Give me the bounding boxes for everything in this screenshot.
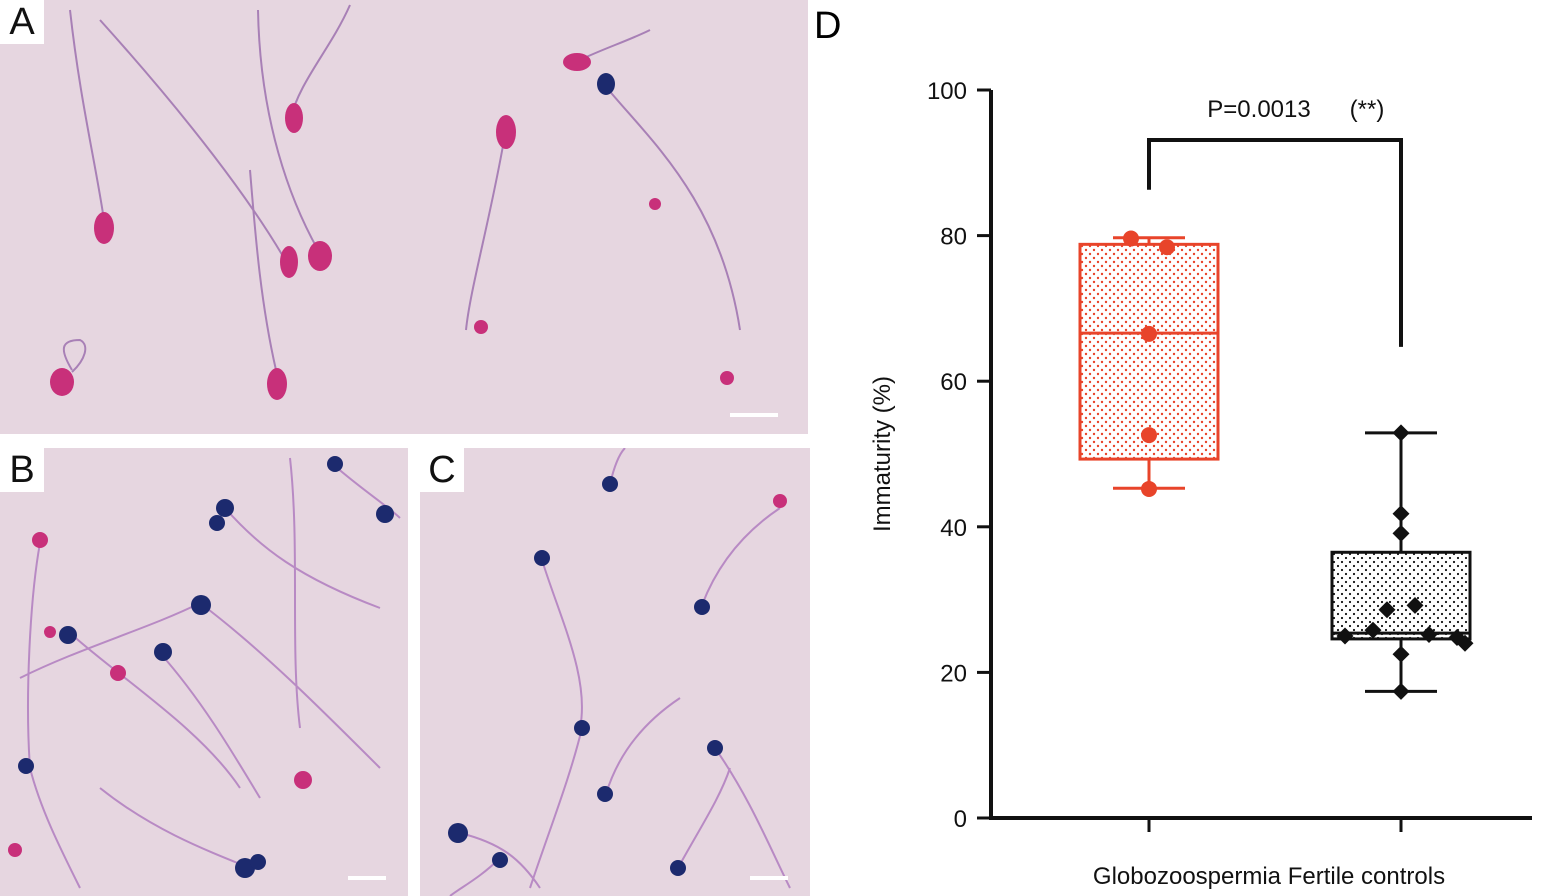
panel-letter-a: A: [0, 0, 44, 44]
sperm-head: [94, 212, 114, 244]
data-point: [1420, 626, 1438, 644]
chart-boxes: [1078, 236, 1472, 693]
micrograph-b-image: [0, 448, 408, 896]
chart-axes: 0 20 40 60 80 100 Immaturity (%) Globozoospermi…: [869, 78, 1532, 890]
y-tick-label: 100: [927, 78, 967, 105]
y-tick-label: 40: [940, 515, 967, 542]
scale-bar: [750, 876, 788, 880]
data-point: [1123, 230, 1139, 247]
data-point: [1141, 325, 1157, 342]
data-point: [1392, 682, 1410, 700]
panel-letter-c: C: [420, 448, 464, 492]
data-point: [1392, 505, 1410, 523]
micrograph-c-image: [420, 448, 810, 896]
data-point: [1392, 424, 1410, 442]
y-tick-label: 60: [940, 369, 967, 396]
data-point: [1141, 427, 1157, 444]
chart-points: [1123, 230, 1474, 700]
data-point: [1392, 524, 1410, 542]
y-tick-label: 20: [940, 660, 967, 687]
data-point: [1141, 480, 1157, 497]
box: [1330, 550, 1472, 641]
scale-bar: [730, 413, 778, 417]
data-point: [1364, 621, 1382, 639]
bracket-line: [1147, 138, 1403, 347]
panel-letter-b: B: [0, 448, 44, 492]
box: [1078, 242, 1220, 461]
micrograph-panel-b: B: [0, 448, 408, 896]
data-point: [1378, 601, 1396, 619]
x-axis-category-labels: Globozoospermia Fertile controls: [1093, 863, 1445, 890]
data-point: [1392, 645, 1410, 663]
data-point: [1159, 239, 1175, 256]
micrograph-panel-a: A: [0, 0, 808, 434]
y-tick-label: 0: [954, 806, 967, 833]
y-axis-label: Immaturity (%): [869, 376, 896, 532]
y-tick-label: 80: [940, 224, 967, 251]
significance-stars: (**): [1350, 96, 1385, 123]
micrograph-panel-c: C: [420, 448, 810, 896]
box-plot-chart: 0 20 40 60 80 100 Immaturity (%) Globozoospermi…: [869, 78, 1532, 890]
micrograph-a-image: [0, 0, 808, 434]
data-point: [1456, 634, 1474, 652]
scale-bar: [348, 876, 386, 880]
significance-bracket: P=0.0013 (**): [1147, 96, 1403, 347]
data-point: [1406, 596, 1424, 614]
panel-letter-d: D: [814, 5, 842, 47]
p-value-label: P=0.0013: [1207, 96, 1310, 123]
data-point: [1336, 627, 1354, 645]
